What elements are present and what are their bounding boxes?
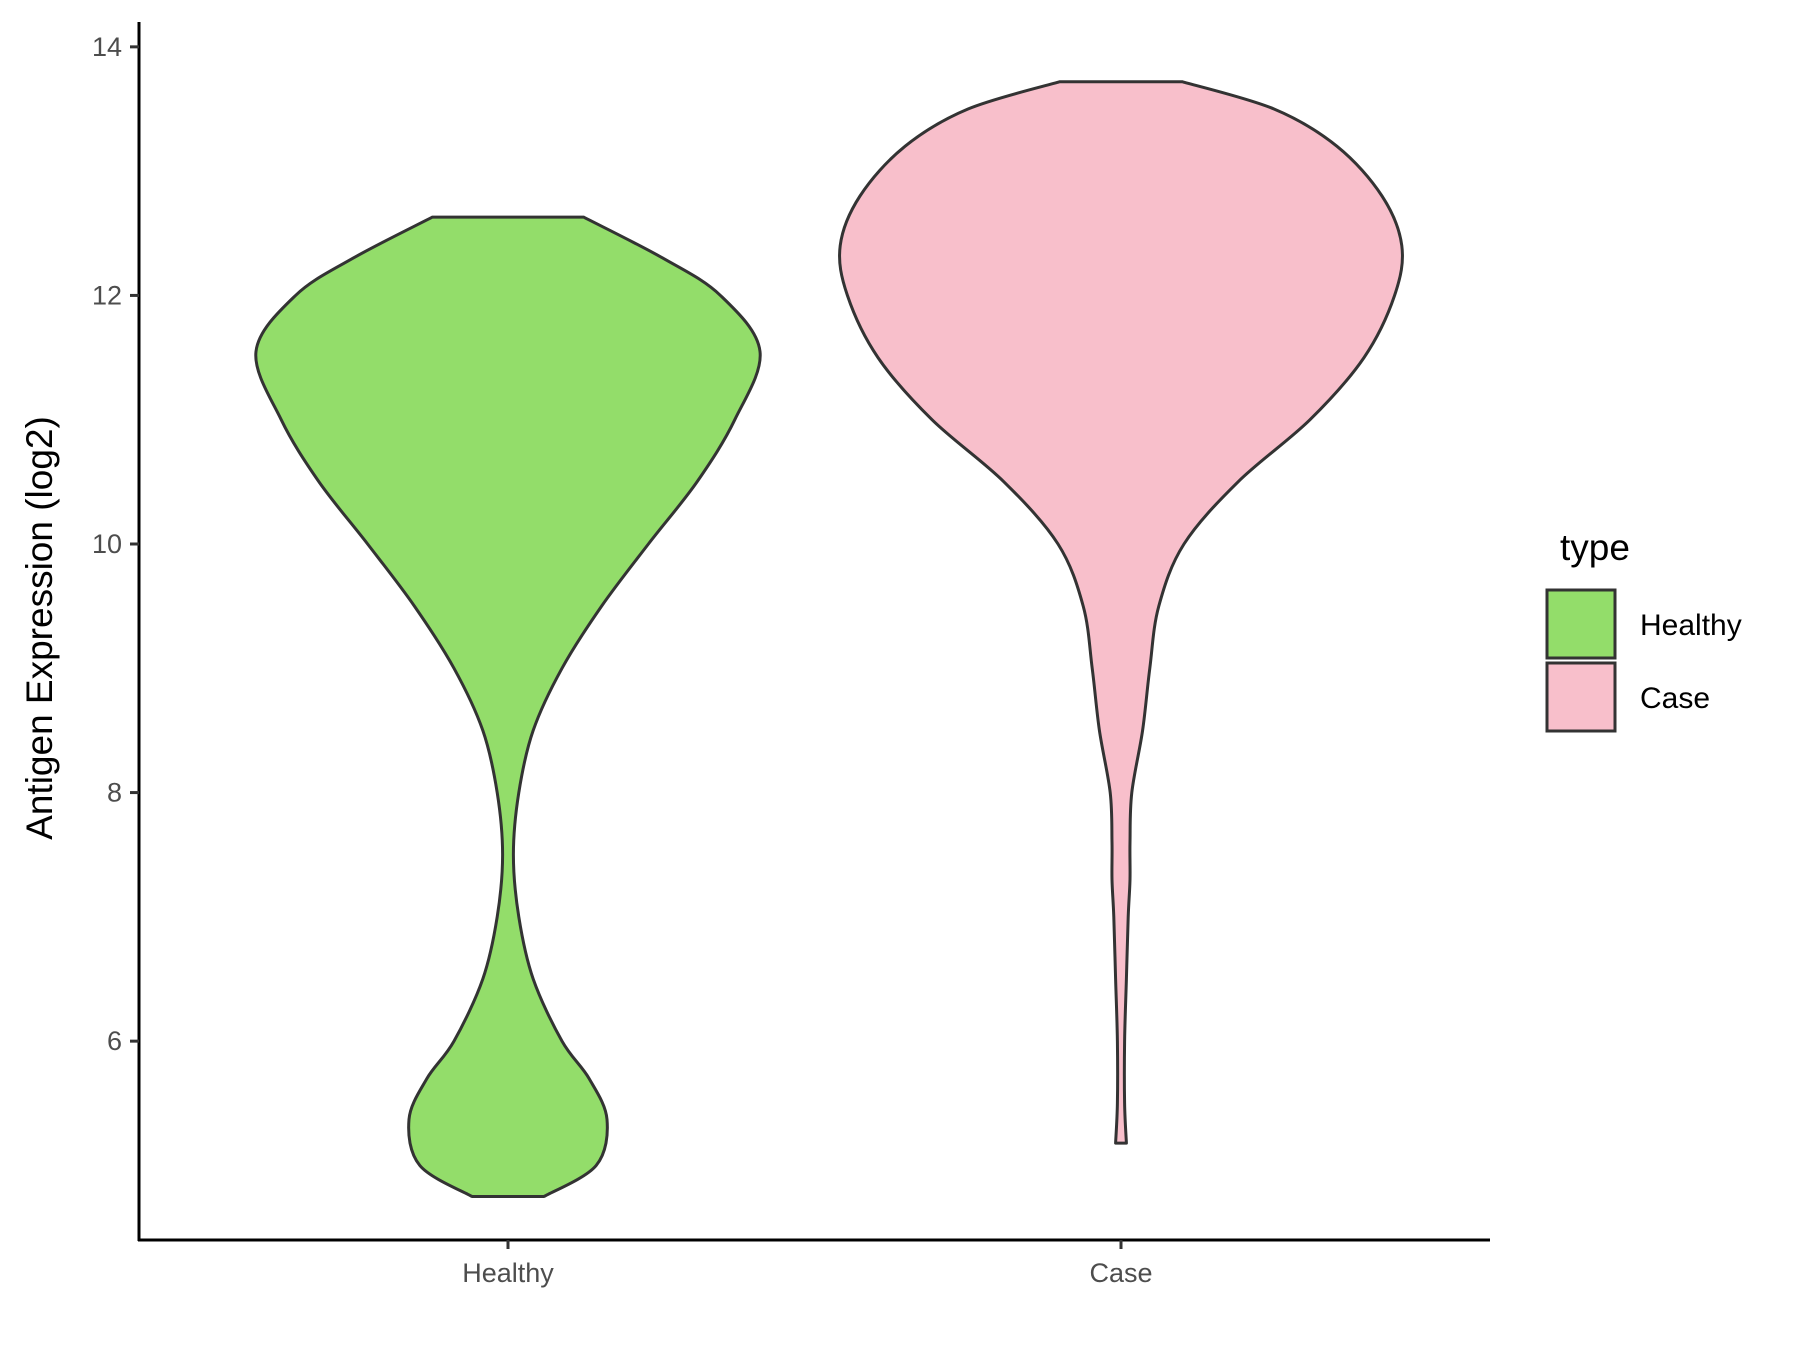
violin-case bbox=[838, 80, 1404, 1145]
y-tick-label: 10 bbox=[92, 529, 122, 559]
y-tick-label: 8 bbox=[107, 778, 122, 808]
y-tick-label: 6 bbox=[107, 1026, 122, 1056]
x-tick-label: Healthy bbox=[462, 1258, 554, 1288]
legend-key-healthy bbox=[1545, 588, 1617, 660]
violins-layer bbox=[254, 80, 1404, 1198]
legend: type Healthy Case bbox=[1545, 527, 1742, 733]
axes-layer: 6 8 10 12 14 Healthy Case bbox=[92, 22, 1490, 1288]
x-tick-label: Case bbox=[1089, 1258, 1152, 1288]
y-axis-title: Antigen Expression (log2) bbox=[19, 416, 60, 840]
legend-label-healthy: Healthy bbox=[1640, 609, 1742, 642]
violin-healthy bbox=[254, 215, 762, 1198]
legend-title: type bbox=[1560, 527, 1630, 568]
y-tick-label: 12 bbox=[92, 280, 122, 310]
legend-label-case: Case bbox=[1640, 682, 1710, 715]
legend-key-case bbox=[1545, 661, 1617, 733]
y-tick-label: 14 bbox=[92, 32, 122, 62]
